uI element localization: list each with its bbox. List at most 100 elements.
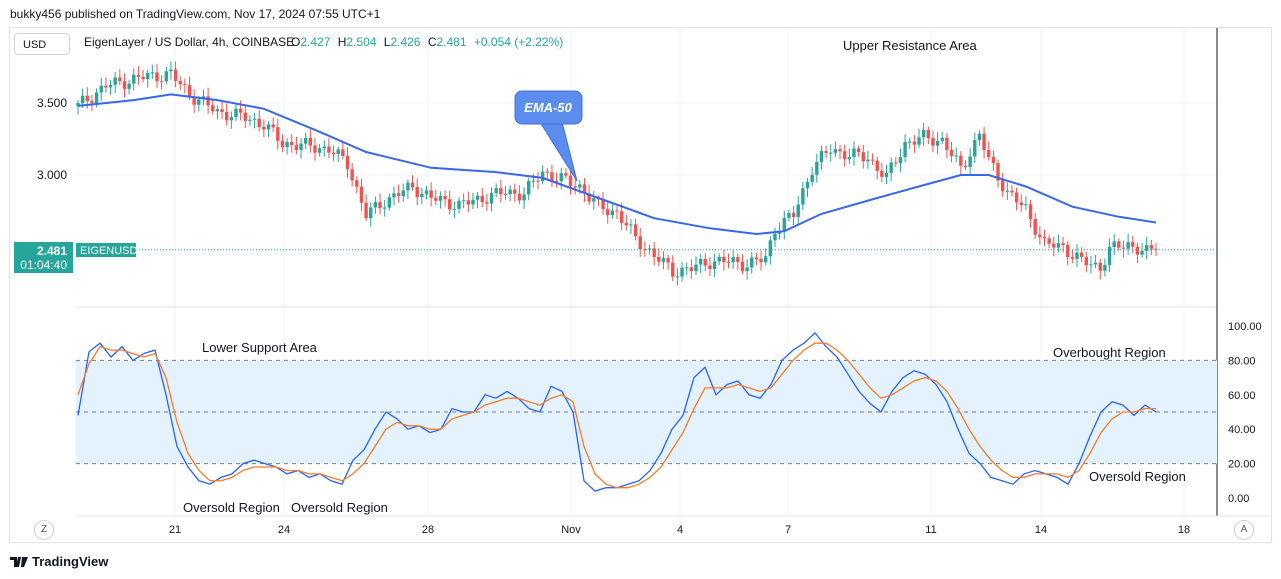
candle-body (633, 224, 638, 237)
candle-body (945, 137, 949, 150)
time-tick-label: 24 (278, 524, 290, 536)
candle-body (703, 258, 707, 266)
candle-body (615, 210, 619, 212)
candle-body (815, 162, 819, 175)
candle-body (601, 199, 605, 210)
candle-body (336, 149, 340, 155)
candle-body (824, 151, 828, 153)
candle-body (145, 73, 150, 80)
candle-body (759, 259, 763, 263)
currency-button[interactable]: USD (14, 33, 70, 55)
candle-body (1014, 192, 1019, 203)
candle-body (183, 84, 187, 86)
candle-body (266, 124, 271, 130)
candle-body (606, 209, 610, 216)
candle-body (1070, 257, 1075, 259)
candle-body (889, 162, 893, 173)
price-axis-ticks: 3.500 3.000 (37, 96, 67, 182)
candle-body (973, 140, 977, 157)
candle-body (215, 109, 220, 112)
rsi-tick-label: 80.00 (1228, 355, 1256, 367)
candle-body (773, 233, 777, 241)
candle-body (1019, 202, 1023, 206)
candle-body (1000, 180, 1005, 192)
candle-body (503, 194, 508, 196)
candle-body (345, 156, 350, 170)
candle-body (387, 197, 392, 208)
candle-body (884, 172, 889, 178)
price-tick-label: 3.500 (37, 96, 67, 110)
candle-body (1079, 252, 1084, 257)
auto-scale-button[interactable]: A (1234, 520, 1254, 540)
candle-body (880, 170, 884, 178)
candle-body (1093, 262, 1098, 265)
candle-body (331, 152, 336, 155)
candle-body (726, 262, 731, 264)
time-tick-label: 28 (422, 524, 434, 536)
candle-body (252, 118, 257, 120)
rsi-tick-label: 0.00 (1228, 493, 1249, 505)
candle-body (1024, 204, 1028, 206)
candle-body (684, 267, 689, 269)
candle-body (736, 257, 740, 262)
candle-body (708, 265, 712, 270)
candle-body (638, 236, 642, 250)
candle-body (1149, 245, 1154, 249)
candle-body (717, 256, 721, 262)
rsi-band (76, 359, 1217, 465)
ohlc-readout: O2.427 H2.504 L2.426 C2.481 +0.054 (+2.2… (291, 35, 563, 49)
candle-body (982, 133, 986, 151)
candle-body (680, 267, 684, 277)
candle-body (912, 141, 917, 145)
time-tick-label: 14 (1035, 524, 1047, 536)
lower-support-label: Lower Support Area (202, 340, 318, 355)
candle-body (369, 207, 373, 219)
candles (76, 61, 1158, 286)
candle-body (327, 146, 331, 153)
candle-body (554, 180, 559, 182)
candle-body (118, 77, 122, 82)
candle-body (671, 262, 675, 277)
candle-body (1145, 245, 1149, 251)
candle-body (159, 81, 164, 83)
candle-body (842, 151, 847, 160)
candle-body (940, 137, 944, 141)
candle-body (276, 127, 280, 141)
candle-body (1112, 241, 1116, 248)
tradingview-logo: TradingView (10, 554, 108, 569)
candle-body (466, 200, 471, 205)
candle-body (224, 112, 229, 121)
publisher-text: bukky456 published on TradingView.com, N… (10, 7, 381, 21)
candle-body (712, 261, 717, 270)
candle-body (1135, 246, 1140, 255)
candle-body (99, 85, 103, 93)
candle-body (582, 184, 587, 194)
candle-body (996, 163, 1000, 181)
candle-body (471, 199, 475, 205)
candle-body (1084, 256, 1089, 266)
candle-body (1061, 243, 1065, 246)
candle-body (424, 190, 429, 194)
candle-body (810, 174, 814, 182)
candle-body (136, 74, 141, 77)
price-tag: 2.481 01:04:40 EIGENUSD (14, 242, 138, 273)
candle-body (1052, 243, 1056, 248)
candle-body (926, 129, 931, 139)
candle-body (931, 138, 935, 146)
candle-body (787, 213, 791, 218)
candle-body (401, 190, 405, 196)
candle-body (722, 256, 726, 263)
candle-body (987, 150, 991, 158)
candle-body (461, 200, 466, 202)
candle-body (740, 261, 745, 272)
candle-body (392, 193, 396, 198)
candle-body (1103, 264, 1107, 271)
candle-body (429, 190, 433, 198)
candle-body (150, 72, 155, 74)
candle-body (513, 189, 517, 194)
candle-body (977, 133, 982, 141)
candle-body (169, 69, 173, 72)
candle-body (220, 109, 224, 113)
timezone-button[interactable]: Z (34, 520, 54, 540)
